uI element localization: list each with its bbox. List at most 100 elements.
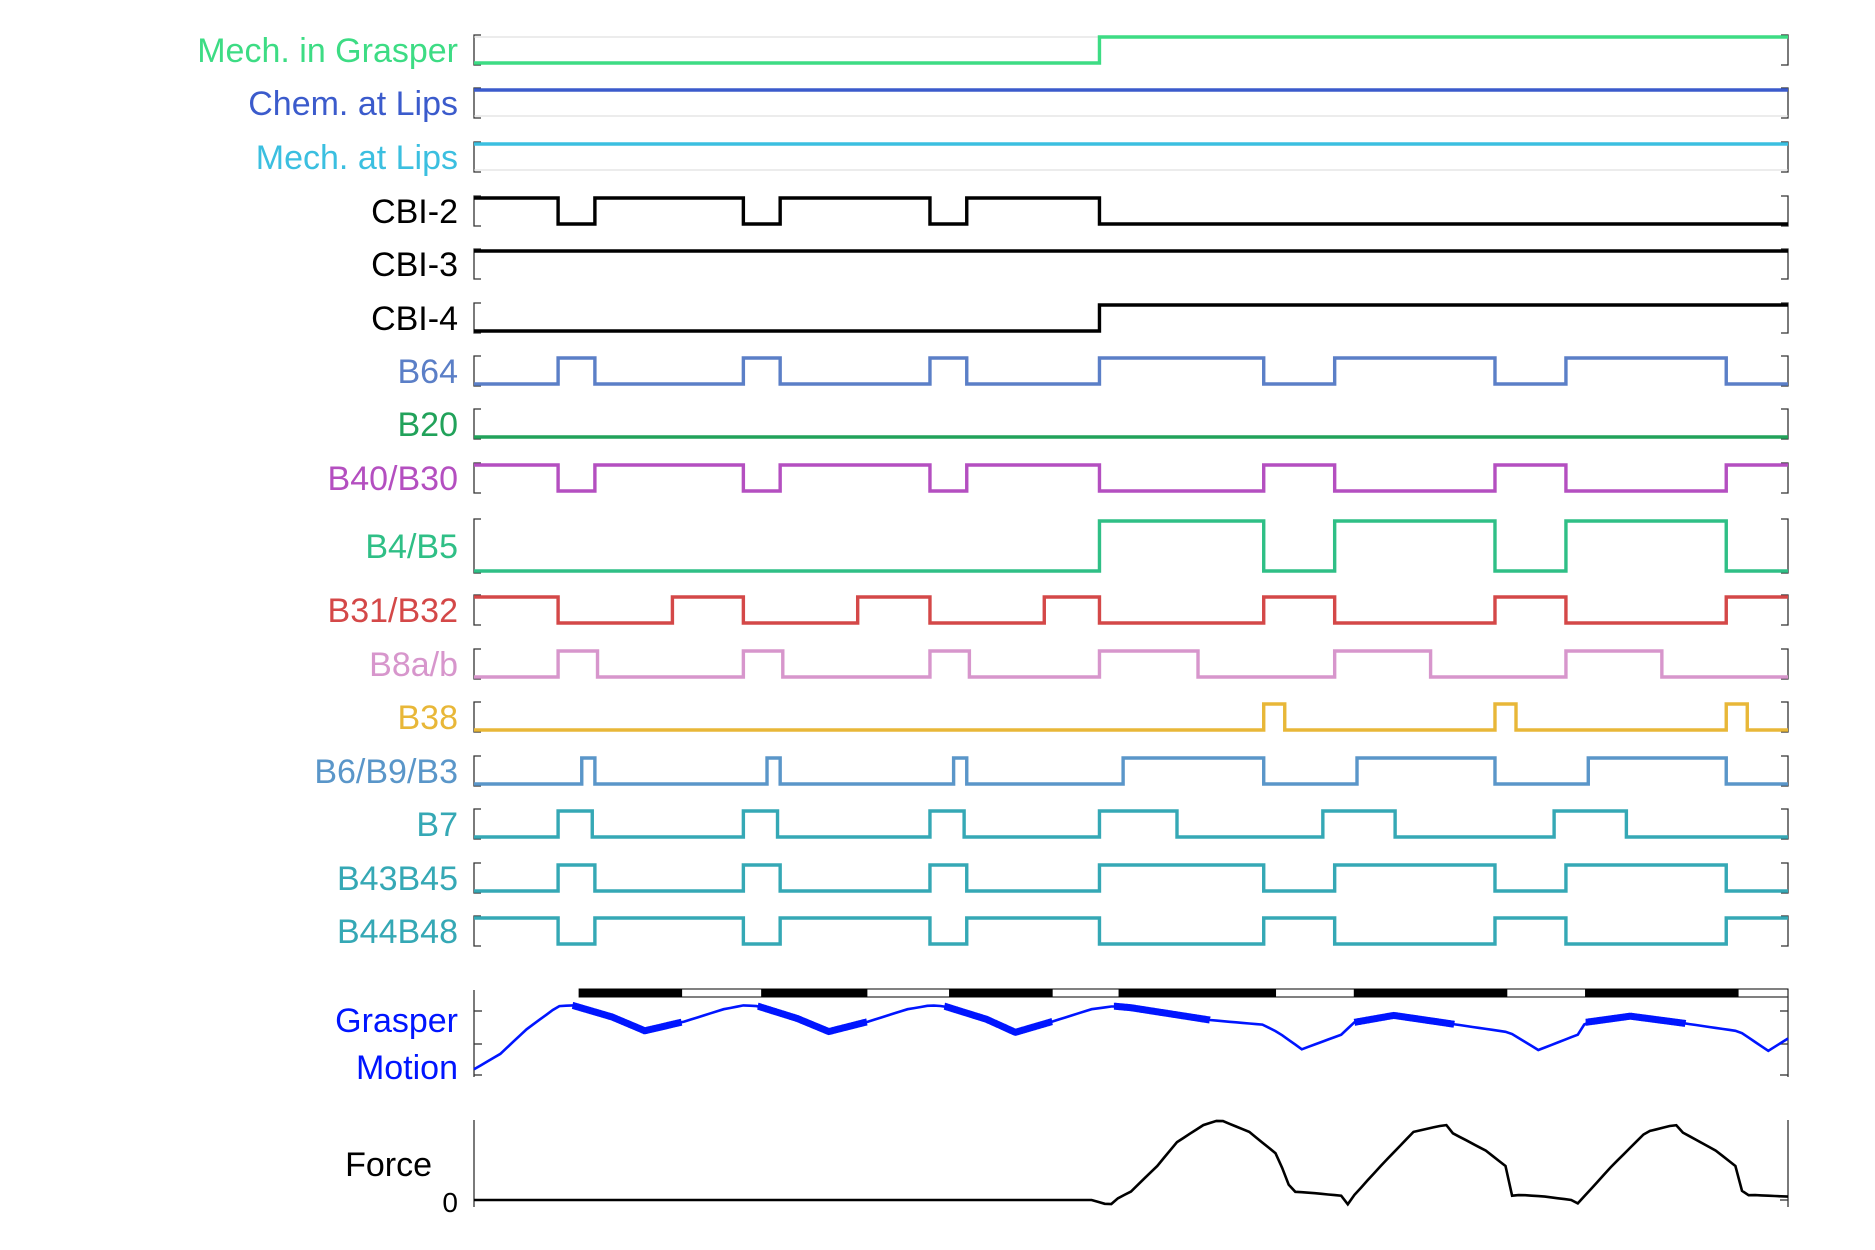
trace-bracket bbox=[1781, 141, 1789, 173]
trace-b7: B7 bbox=[416, 806, 1789, 844]
trace-b8a-b: B8a/b bbox=[369, 646, 1789, 684]
trace-bracket bbox=[1781, 648, 1789, 680]
trace-signal bbox=[474, 649, 1788, 679]
grasper-motion-thick bbox=[1113, 1002, 1211, 1024]
trace-bracket bbox=[1781, 408, 1789, 440]
trace-b38: B38 bbox=[398, 699, 1789, 737]
grasper-motion-panel: Grasper Motion bbox=[335, 990, 1789, 1087]
trace-signal bbox=[474, 196, 1788, 226]
trace-label: CBI-4 bbox=[371, 300, 458, 338]
phase-segment bbox=[949, 988, 1053, 998]
trace-label: Mech. in Grasper bbox=[197, 32, 458, 70]
phase-segment bbox=[761, 988, 868, 998]
force-panel: Force 0 bbox=[345, 1119, 1789, 1218]
grasper-motion-thick bbox=[943, 1002, 1053, 1036]
trace-bracket bbox=[473, 462, 481, 494]
trace-cbi-3: CBI-3 bbox=[371, 246, 1789, 284]
trace-label: B44B48 bbox=[337, 913, 458, 951]
trace-label: B40/B30 bbox=[328, 460, 458, 498]
trace-signal bbox=[474, 519, 1788, 573]
phase-segment bbox=[1118, 988, 1277, 998]
trace-label: Chem. at Lips bbox=[248, 85, 458, 123]
trace-label: B20 bbox=[398, 406, 459, 444]
trace-bracket bbox=[1781, 594, 1789, 626]
trace-label: B38 bbox=[398, 699, 459, 737]
trace-b44b48: B44B48 bbox=[337, 913, 1789, 951]
trace-bracket bbox=[1781, 355, 1789, 387]
trace-bracket bbox=[1781, 87, 1789, 119]
trace-signal bbox=[474, 702, 1788, 732]
trace-label: B4/B5 bbox=[365, 528, 458, 566]
grasper-motion-thick bbox=[1353, 1011, 1455, 1028]
trace-bracket bbox=[473, 915, 481, 947]
phase-segment bbox=[1506, 988, 1587, 998]
trace-bracket bbox=[1781, 248, 1789, 280]
force-zero-label: 0 bbox=[442, 1187, 458, 1218]
force-line bbox=[474, 1119, 1789, 1207]
trace-signal bbox=[474, 809, 1788, 839]
trace-b43b45: B43B45 bbox=[337, 860, 1789, 898]
trace-bracket bbox=[1781, 808, 1789, 840]
trace-label: Mech. at Lips bbox=[256, 139, 458, 177]
trace-label: B6/B9/B3 bbox=[314, 753, 458, 791]
trace-label: CBI-3 bbox=[371, 246, 458, 284]
trace-bracket bbox=[473, 302, 481, 334]
trace-b40-b30: B40/B30 bbox=[328, 460, 1789, 498]
grasper-motion-label: Grasper bbox=[335, 1002, 458, 1040]
trace-signal bbox=[474, 303, 1788, 333]
trace-bracket bbox=[1781, 462, 1789, 494]
trace-bracket bbox=[473, 862, 481, 894]
trace-signal bbox=[474, 595, 1788, 625]
trace-bracket bbox=[1781, 755, 1789, 787]
phase-segment bbox=[866, 988, 951, 998]
grasper-motion-thick bbox=[757, 1002, 868, 1036]
trace-bracket bbox=[1781, 701, 1789, 733]
trace-signal bbox=[474, 863, 1788, 893]
trace-bracket bbox=[473, 701, 481, 733]
trace-bracket bbox=[473, 808, 481, 840]
grasper-motion-thick bbox=[571, 1001, 683, 1035]
trace-signal bbox=[474, 756, 1788, 786]
trace-mech-in-grasper: Mech. in Grasper bbox=[197, 32, 1789, 70]
trace-bracket bbox=[473, 518, 481, 574]
trace-label: B64 bbox=[398, 353, 459, 391]
phase-segment bbox=[1585, 988, 1739, 998]
trace-mech-at-lips: Mech. at Lips bbox=[256, 139, 1789, 177]
phase-segment bbox=[578, 988, 683, 998]
force-label: Force bbox=[345, 1146, 432, 1184]
trace-label: B8a/b bbox=[369, 646, 458, 684]
phase-segment bbox=[1737, 988, 1789, 998]
trace-bracket bbox=[473, 34, 481, 66]
trace-chem-at-lips: Chem. at Lips bbox=[248, 85, 1789, 123]
trace-bracket bbox=[473, 355, 481, 387]
trace-label: B7 bbox=[416, 806, 458, 844]
phase-segment bbox=[681, 988, 763, 998]
trace-b20: B20 bbox=[398, 406, 1789, 444]
trace-bracket bbox=[473, 87, 481, 119]
trace-bracket bbox=[1781, 915, 1789, 947]
trace-bracket bbox=[1781, 34, 1789, 66]
phase-segment bbox=[1051, 988, 1120, 998]
trace-bracket bbox=[1781, 195, 1789, 227]
trace-signal bbox=[474, 916, 1788, 946]
trace-bracket bbox=[473, 594, 481, 626]
grasper-motion-line bbox=[473, 1004, 1789, 1071]
trace-bracket bbox=[473, 195, 481, 227]
trace-bracket bbox=[473, 408, 481, 440]
trace-b4-b5: B4/B5 bbox=[365, 518, 1789, 574]
trace-bracket bbox=[473, 141, 481, 173]
trace-b64: B64 bbox=[398, 353, 1789, 391]
phase-segment bbox=[1275, 988, 1355, 998]
trace-signal bbox=[474, 35, 1788, 65]
trace-bracket bbox=[1781, 862, 1789, 894]
trace-signal bbox=[474, 463, 1788, 493]
trace-b31-b32: B31/B32 bbox=[328, 592, 1789, 630]
trace-b6-b9-b3: B6/B9/B3 bbox=[314, 753, 1789, 791]
trace-label: B43B45 bbox=[337, 860, 458, 898]
trace-label: CBI-2 bbox=[371, 193, 458, 231]
trace-bracket bbox=[1781, 302, 1789, 334]
trace-bracket bbox=[473, 755, 481, 787]
trace-bracket bbox=[473, 248, 481, 280]
phase-bar bbox=[578, 988, 1789, 998]
